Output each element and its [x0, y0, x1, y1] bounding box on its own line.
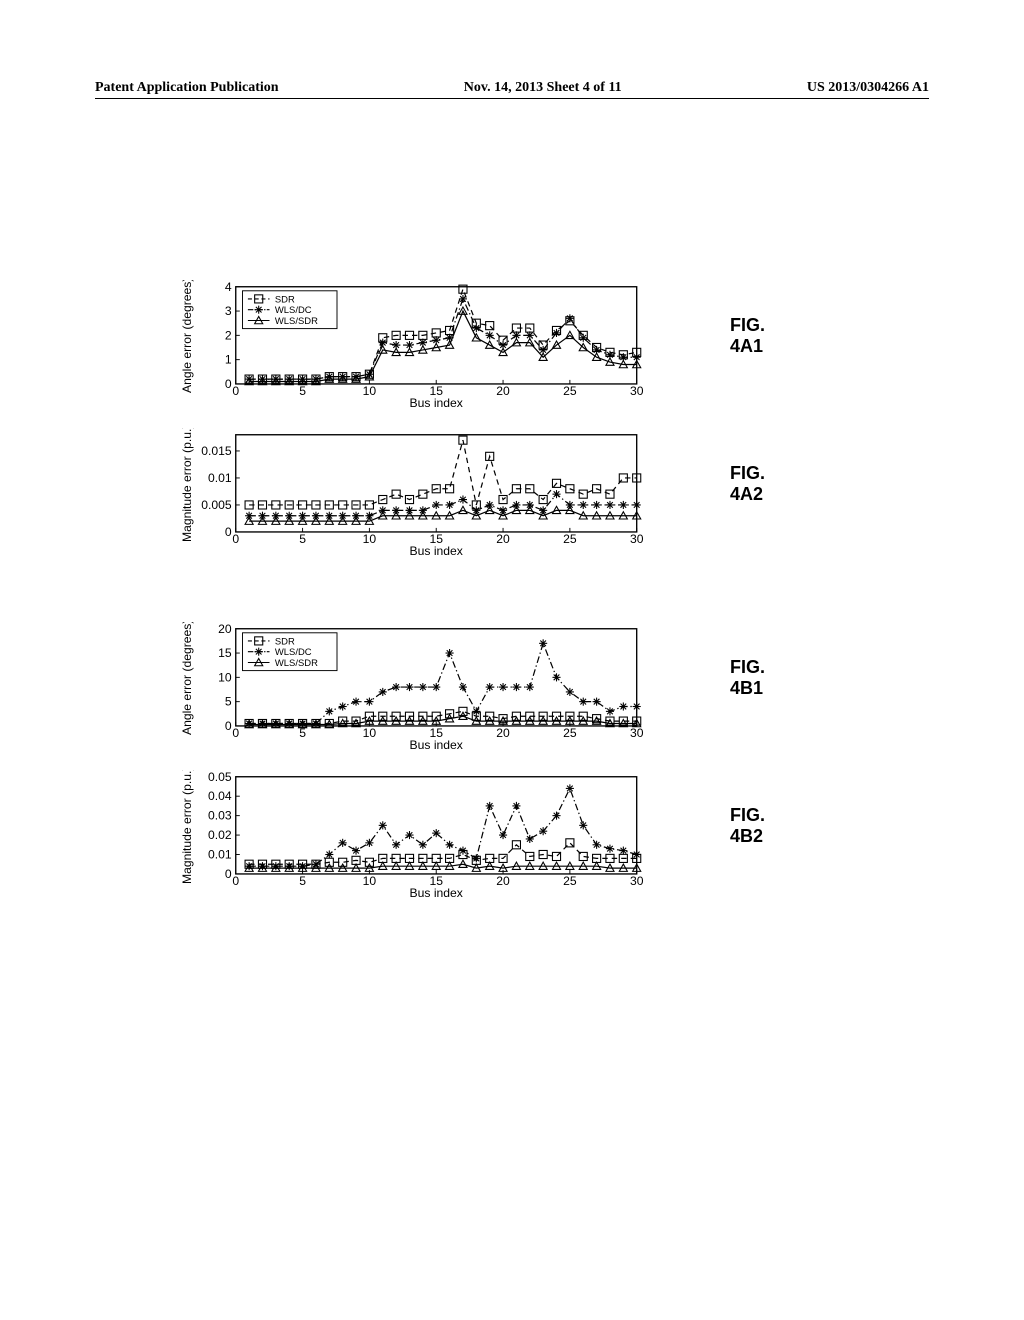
chart-4B2: 051015202530Bus index00.010.020.030.040.… [175, 770, 648, 898]
svg-text:25: 25 [563, 874, 577, 888]
svg-text:Bus index: Bus index [410, 737, 463, 749]
svg-text:0: 0 [232, 532, 239, 546]
figure-label-4A1: FIG. 4A1 [730, 315, 765, 357]
svg-text:4: 4 [225, 280, 232, 294]
svg-text:0: 0 [225, 719, 232, 733]
svg-text:10: 10 [363, 532, 377, 546]
svg-text:30: 30 [630, 384, 644, 398]
svg-text:0.05: 0.05 [208, 770, 232, 784]
svg-text:30: 30 [630, 532, 644, 546]
svg-text:0.04: 0.04 [208, 789, 232, 803]
svg-text:20: 20 [496, 874, 510, 888]
svg-text:Angle error (degrees): Angle error (degrees) [180, 280, 194, 393]
svg-text:0: 0 [232, 384, 239, 398]
svg-text:25: 25 [563, 532, 577, 546]
header-left: Patent Application Publication [95, 80, 279, 96]
chart-wrap-4A1: 051015202530Bus index01234Angle error (d… [175, 280, 648, 408]
svg-text:1: 1 [225, 353, 232, 367]
svg-text:Bus index: Bus index [410, 396, 463, 408]
svg-text:10: 10 [363, 725, 377, 739]
svg-text:10: 10 [363, 874, 377, 888]
svg-text:20: 20 [496, 532, 510, 546]
svg-text:5: 5 [299, 384, 306, 398]
svg-text:Angle error (degrees): Angle error (degrees) [180, 622, 194, 735]
svg-text:20: 20 [218, 622, 232, 636]
patent-header: Patent Application Publication Nov. 14, … [95, 80, 929, 99]
svg-text:5: 5 [225, 694, 232, 708]
figure-area: 0 5 10 15 20 25 30 Bus index 0 1 2 3 4 Angle error (d… [175, 280, 648, 908]
svg-text:30: 30 [630, 874, 644, 888]
svg-text:0.03: 0.03 [208, 808, 232, 822]
svg-text:2: 2 [225, 328, 232, 342]
figure-label-4B2: FIG. 4B2 [730, 805, 765, 847]
header-center: Nov. 14, 2013 Sheet 4 of 11 [464, 80, 622, 96]
svg-text:WLS/SDR: WLS/SDR [275, 657, 318, 668]
svg-text:0: 0 [225, 525, 232, 539]
chart-wrap-4B1: 051015202530Bus index05101520Angle error… [175, 622, 648, 750]
svg-text:0.02: 0.02 [208, 828, 232, 842]
svg-text:20: 20 [496, 384, 510, 398]
svg-text:WLS/DC: WLS/DC [275, 305, 312, 316]
svg-text:0: 0 [232, 725, 239, 739]
svg-text:10: 10 [363, 384, 377, 398]
svg-text:10: 10 [218, 670, 232, 684]
header-right: US 2013/0304266 A1 [807, 80, 929, 96]
svg-text:3: 3 [225, 304, 232, 318]
svg-text:SDR: SDR [275, 294, 295, 305]
svg-text:0: 0 [225, 377, 232, 391]
svg-text:0: 0 [225, 867, 232, 881]
svg-text:SDR: SDR [275, 636, 295, 647]
chart-wrap-4B2: 051015202530Bus index00.010.020.030.040.… [175, 770, 648, 898]
svg-text:Magnitude error (p.u.): Magnitude error (p.u.) [180, 428, 194, 542]
figure-label-4A2: FIG. 4A2 [730, 463, 765, 505]
chart-wrap-4A2: 051015202530Bus index00.0050.010.015Magn… [175, 428, 648, 556]
svg-text:Bus index: Bus index [410, 886, 463, 898]
svg-text:0.01: 0.01 [208, 847, 232, 861]
chart-4A1: 051015202530Bus index01234Angle error (d… [175, 280, 648, 408]
svg-text:20: 20 [496, 725, 510, 739]
svg-text:0.01: 0.01 [208, 471, 232, 485]
svg-text:Magnitude error (p.u.): Magnitude error (p.u.) [180, 770, 194, 884]
svg-text:5: 5 [299, 874, 306, 888]
chart-4A2: 051015202530Bus index00.0050.010.015Magn… [175, 428, 648, 556]
svg-text:0.015: 0.015 [201, 444, 232, 458]
svg-text:WLS/SDR: WLS/SDR [275, 316, 318, 327]
svg-text:0: 0 [232, 874, 239, 888]
svg-text:WLS/DC: WLS/DC [275, 647, 312, 658]
svg-text:Bus index: Bus index [410, 544, 463, 556]
chart-4B1: 051015202530Bus index05101520Angle error… [175, 622, 648, 750]
svg-text:25: 25 [563, 725, 577, 739]
svg-text:5: 5 [299, 532, 306, 546]
figure-label-4B1: FIG. 4B1 [730, 657, 765, 699]
svg-text:30: 30 [630, 725, 644, 739]
svg-text:0.005: 0.005 [201, 498, 232, 512]
svg-text:15: 15 [218, 646, 232, 660]
svg-text:25: 25 [563, 384, 577, 398]
